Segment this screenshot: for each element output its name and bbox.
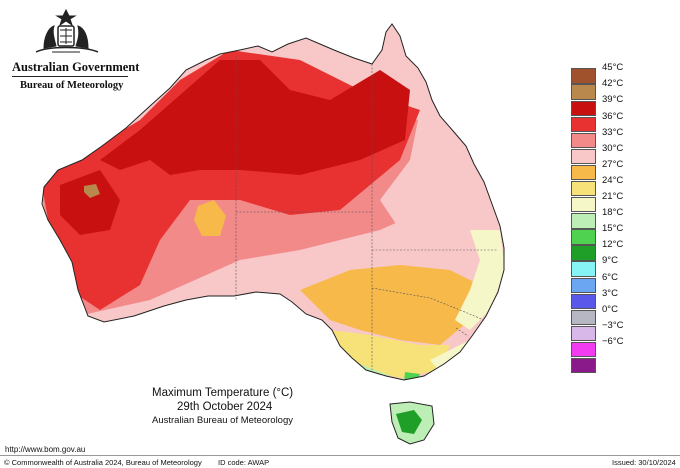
map-date: 29th October 2024 — [177, 401, 273, 413]
legend-label: 27°C — [602, 158, 624, 170]
legend-label: 33°C — [602, 126, 624, 138]
footer-bar: © Commonwealth of Australia 2024, Bureau… — [0, 455, 680, 468]
legend-row: 24°C — [571, 176, 624, 197]
legend-label: −3°C — [602, 319, 624, 331]
legend-swatch — [571, 132, 596, 149]
legend-swatch — [571, 261, 596, 277]
legend-row: 33°C — [571, 128, 624, 149]
legend-label: 36°C — [602, 110, 624, 122]
legend-row: 6°C — [571, 273, 624, 293]
legend-label: 45°C — [602, 62, 624, 74]
legend-label: 0°C — [602, 303, 618, 315]
legend-swatch — [571, 341, 596, 358]
legend-row: 36°C — [571, 112, 624, 133]
legend-swatch — [571, 197, 596, 213]
state-borders — [235, 56, 498, 370]
map-source: Australian Bureau of Meteorology — [152, 415, 293, 426]
legend-swatch — [571, 245, 596, 261]
legend-label: 24°C — [602, 174, 624, 186]
legend-swatch — [571, 116, 596, 133]
legend-row: 9°C — [571, 256, 624, 277]
legend-label: 42°C — [602, 78, 624, 90]
commonwealth-coat-of-arms-icon — [35, 8, 99, 53]
legend-label: 18°C — [602, 207, 624, 219]
legend-row: −3°C — [571, 321, 624, 342]
legend-row: 3°C — [571, 289, 624, 310]
government-title: Australian Government — [12, 60, 140, 74]
legend-label: 21°C — [602, 191, 624, 203]
temperature-legend: 45°C 42°C 39°C 36°C 33°C 30°C 27°C 24°C 21°C 18°C… — [571, 63, 624, 374]
legend-label: −6°C — [602, 335, 624, 347]
legend-row: 15°C — [571, 224, 624, 245]
legend-row: 21°C — [571, 192, 624, 213]
legend-swatch — [571, 100, 596, 116]
legend-swatch — [571, 309, 596, 326]
logo-divider — [12, 76, 128, 77]
legend-row: 30°C — [571, 144, 624, 165]
bureau-title: Bureau of Meteorology — [20, 80, 124, 91]
legend-swatch — [571, 229, 596, 245]
legend-label: 39°C — [602, 94, 624, 106]
map-title: Maximum Temperature (°C) — [152, 387, 294, 399]
legend-row: 18°C — [571, 208, 624, 229]
legend-swatch — [571, 181, 596, 197]
legend-row: 27°C — [571, 160, 624, 181]
legend-row: 39°C — [571, 95, 624, 116]
legend-swatch — [571, 148, 596, 165]
legend-row: −6°C — [571, 337, 624, 358]
government-logo — [8, 8, 130, 65]
legend-swatch — [571, 84, 596, 100]
legend-label: 3°C — [602, 287, 618, 299]
tasmania — [389, 401, 435, 445]
legend-row: 0°C — [571, 305, 624, 326]
legend-row: 45°C — [571, 63, 624, 84]
legend-swatch — [571, 213, 596, 229]
legend-swatch — [571, 358, 596, 374]
legend-row — [571, 358, 624, 374]
legend-row: 12°C — [571, 240, 624, 261]
id-code: ID code: AWAP — [218, 458, 270, 467]
website-link[interactable]: http://www.bom.gov.au — [5, 445, 86, 454]
legend-swatch — [571, 68, 596, 84]
copyright-text: © Commonwealth of Australia 2024, Bureau… — [4, 458, 202, 467]
legend-swatch — [571, 293, 596, 310]
legend-label: 6°C — [602, 271, 618, 283]
map-title-block: Maximum Temperature (°C) 29th October 20… — [150, 387, 410, 426]
legend-row: 42°C — [571, 79, 624, 100]
legend-label: 12°C — [602, 239, 624, 251]
legend-label: 9°C — [602, 255, 618, 267]
legend-label: 15°C — [602, 223, 624, 235]
issued-date: Issued: 30/10/2024 — [612, 458, 676, 467]
legend-swatch — [571, 325, 596, 342]
legend-swatch — [571, 277, 596, 293]
legend-label: 30°C — [602, 142, 624, 154]
legend-swatch — [571, 164, 596, 181]
